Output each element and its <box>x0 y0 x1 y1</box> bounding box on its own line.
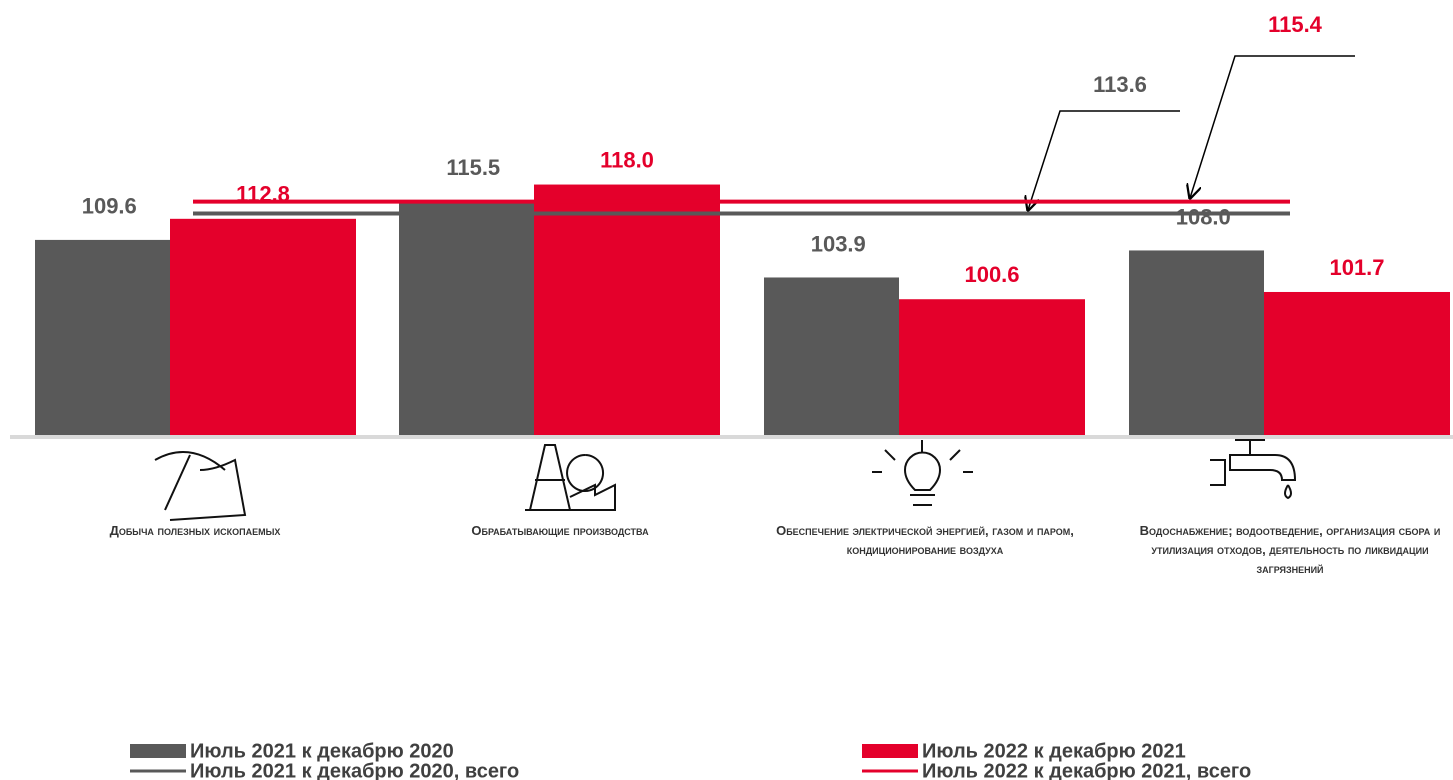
legend-label: Июль 2021 к декабрю 2020, всего <box>190 760 519 780</box>
bar <box>534 184 720 435</box>
reference-label: 113.6 <box>1093 72 1147 97</box>
callout-arrow <box>1190 55 1355 198</box>
bar <box>399 201 534 435</box>
value-label: 109.6 <box>82 194 137 219</box>
icons <box>154 439 1297 521</box>
value-label: 118.0 <box>600 147 654 172</box>
category-label: Обеспечение электрической энергией, газо… <box>776 523 1074 557</box>
category-label: Добыча полезных ископаемых <box>109 523 281 538</box>
value-label: 115.5 <box>446 155 500 180</box>
category-label: Водоснабжение; водоотведение, организаци… <box>1139 523 1441 576</box>
bar <box>899 299 1085 435</box>
legend-label: Июль 2022 к декабрю 2021 <box>922 740 1186 762</box>
value-label: 100.6 <box>964 262 1019 287</box>
value-label: 103.9 <box>811 231 866 256</box>
bar <box>1129 250 1264 435</box>
bar <box>35 239 170 435</box>
value-label: 108.0 <box>1176 204 1231 229</box>
value-label: 101.7 <box>1329 255 1384 280</box>
baseline <box>10 435 1453 439</box>
reference-label: 115.4 <box>1268 12 1323 37</box>
legend-swatch <box>862 744 918 758</box>
bar <box>1264 291 1450 435</box>
legend-label: Июль 2021 к декабрю 2020 <box>190 740 454 762</box>
legend-swatch <box>130 744 186 758</box>
bar <box>764 277 899 435</box>
legend-label: Июль 2022 к декабрю 2021, всего <box>922 760 1251 780</box>
category-label: Обрабатывающие производства <box>471 523 649 538</box>
callout-arrow <box>1028 110 1180 210</box>
bar <box>170 218 356 435</box>
